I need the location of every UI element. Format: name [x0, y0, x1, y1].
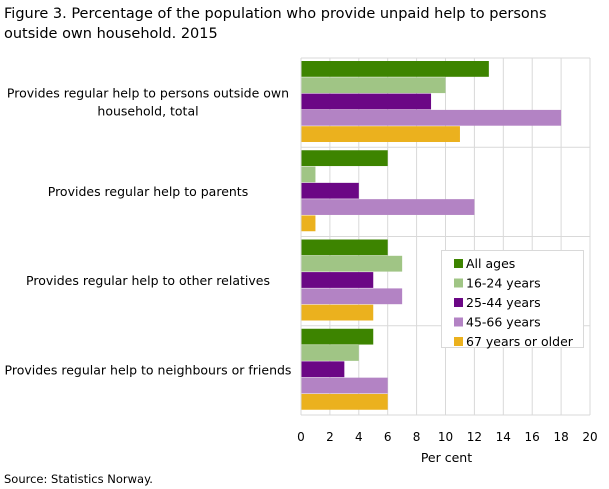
x-tick-label: 0 — [297, 430, 305, 444]
x-tick-label: 6 — [384, 430, 392, 444]
x-tick-label: 2 — [326, 430, 334, 444]
x-tick-label: 10 — [438, 430, 453, 444]
legend-entry: 45-66 years — [466, 315, 541, 330]
bar — [301, 328, 374, 345]
legend-swatch — [454, 317, 463, 327]
bar — [301, 166, 316, 183]
x-tick-label: 16 — [525, 430, 540, 444]
category-label: Provides regular help to parents — [48, 184, 248, 199]
legend-swatch — [454, 259, 463, 268]
legend-entry: 67 years or older — [466, 334, 574, 349]
legend-entry: 16-24 years — [466, 276, 541, 291]
x-tick-label: 4 — [355, 430, 363, 444]
bar — [301, 345, 359, 361]
bar — [301, 93, 432, 110]
bar — [301, 239, 388, 256]
bar — [301, 182, 359, 199]
category-label: household, total — [97, 104, 198, 119]
legend-swatch — [454, 337, 463, 346]
category-label: Provides regular help to persons outside… — [7, 86, 289, 101]
x-tick-label: 18 — [553, 430, 568, 444]
legend-swatch — [454, 278, 463, 288]
x-tick-label: 12 — [467, 430, 482, 444]
bar — [301, 109, 562, 126]
chart-title: Figure 3. Percentage of the population w… — [4, 6, 547, 42]
x-axis-label: Per cent — [421, 450, 472, 465]
bar — [301, 272, 374, 288]
bar — [301, 361, 345, 378]
x-tick-label: 20 — [582, 430, 597, 444]
bar — [301, 288, 403, 305]
bar — [301, 255, 403, 272]
x-tick-label: 8 — [413, 430, 421, 444]
legend-entry: 25-44 years — [466, 295, 541, 310]
bar — [301, 215, 316, 232]
bar — [301, 304, 374, 321]
bar — [301, 393, 388, 410]
category-label: Provides regular help to neighbours or f… — [5, 362, 292, 377]
bar — [301, 126, 460, 142]
bar — [301, 150, 388, 167]
legend-box — [441, 250, 584, 348]
legend-swatch — [454, 298, 463, 307]
bar — [301, 61, 489, 77]
source-note: Source: Statistics Norway. — [4, 472, 153, 486]
x-tick-label: 14 — [496, 430, 511, 444]
bar — [301, 377, 388, 394]
bar — [301, 77, 446, 94]
legend-entry: All ages — [466, 256, 515, 271]
category-label: Provides regular help to other relatives — [26, 273, 270, 288]
bar — [301, 199, 475, 215]
